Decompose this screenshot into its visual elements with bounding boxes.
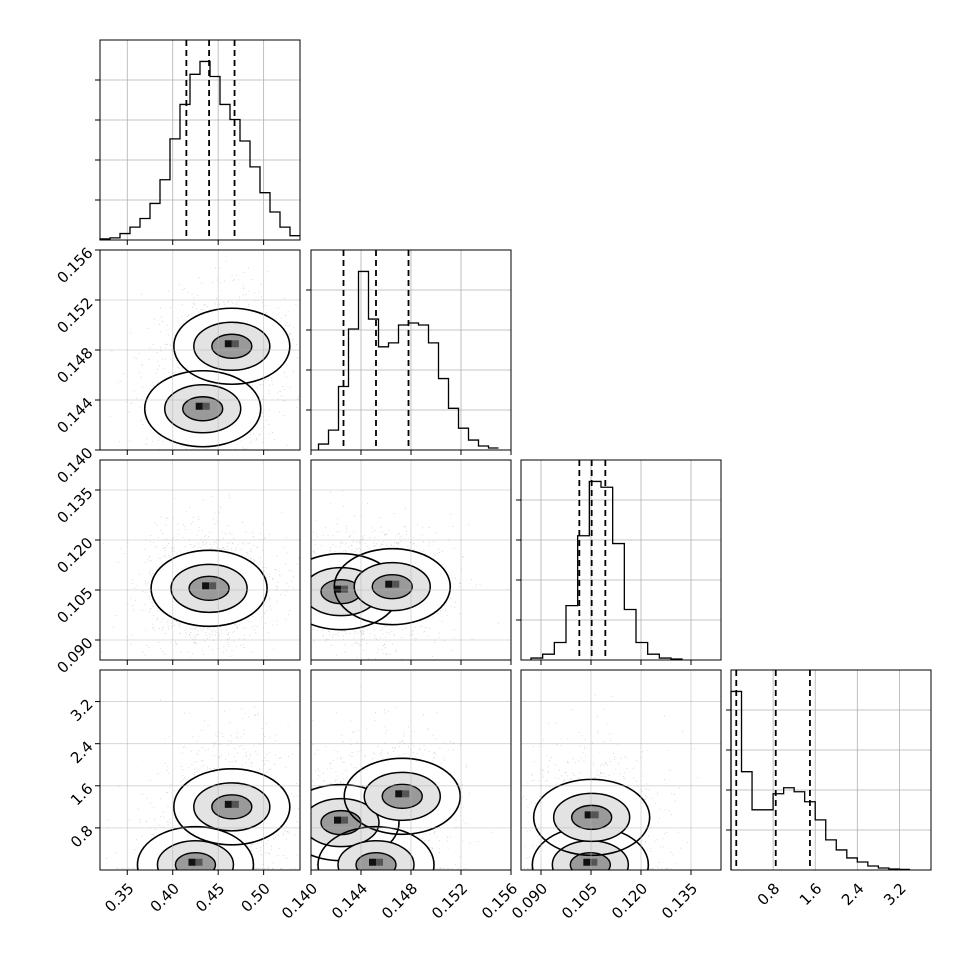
contour-outer	[173, 768, 291, 846]
x-tick-label: 0.40	[147, 880, 183, 916]
density-peak	[231, 340, 239, 348]
contour-outer	[150, 549, 268, 628]
x-tick-label: 0.35	[101, 880, 137, 916]
x-tick-label: 0.140	[278, 880, 321, 923]
panel-frame	[99, 669, 301, 871]
density-peak	[209, 582, 217, 590]
density-peak	[341, 816, 348, 824]
density-peak	[590, 858, 598, 866]
density-peak	[334, 585, 341, 593]
x-tick-label: 3.2	[880, 880, 910, 910]
histogram-step	[99, 60, 300, 240]
y-tick-label: 0.144	[53, 394, 96, 437]
x-tick-label: 2.4	[838, 880, 868, 910]
density-peak	[341, 585, 348, 593]
contour-outer	[317, 825, 435, 870]
panel-frame	[520, 459, 722, 661]
x-tick-label: 0.135	[658, 880, 701, 923]
x-tick-label: 0.8	[754, 880, 784, 910]
density-peak	[591, 811, 599, 819]
x-tick-label: 0.148	[378, 880, 421, 923]
hist-background	[521, 460, 721, 660]
density-peak	[202, 582, 210, 590]
histogram-step	[530, 480, 683, 660]
density-peak	[392, 580, 400, 588]
joint-panel-1-3	[310, 669, 512, 875]
y-tick-label: 0.090	[53, 634, 96, 677]
hist-panel-2	[516, 459, 722, 665]
joint-panel-2-3	[520, 669, 722, 875]
y-tick-label: 0.135	[53, 484, 96, 527]
joint-content	[311, 685, 495, 870]
density-peak	[195, 858, 203, 866]
y-tick-label: 0.140	[53, 444, 96, 487]
contour-outer	[532, 778, 651, 857]
panel-frame	[99, 39, 301, 241]
y-tick-label: 0.120	[53, 534, 96, 577]
y-tick-label: 3.2	[67, 695, 97, 725]
y-tick-label: 2.4	[67, 737, 97, 767]
joint-panel-0-2	[95, 459, 301, 665]
y-tick-label: 1.6	[67, 780, 97, 810]
density-peak	[369, 858, 376, 866]
density-peak	[395, 790, 403, 798]
density-peak	[334, 816, 341, 824]
x-tick-label: 1.6	[796, 880, 826, 910]
density-peak	[385, 580, 393, 588]
joint-content	[106, 698, 300, 870]
y-tick-label: 0.156	[53, 244, 96, 287]
y-tick-label: 0.152	[53, 294, 96, 337]
density-peak	[583, 858, 591, 866]
x-tick-label: 0.45	[192, 880, 228, 916]
y-tick-label: 0.105	[53, 584, 96, 627]
density-peak	[402, 790, 410, 798]
panel-frame	[730, 669, 932, 871]
joint-panel-1-2	[310, 459, 512, 665]
density-peak	[202, 402, 210, 410]
hist-background	[731, 670, 931, 870]
density-peak	[188, 858, 196, 866]
x-tick-label: 0.144	[328, 880, 371, 923]
hist-panel-1	[306, 249, 512, 455]
density-peak	[584, 811, 592, 819]
x-tick-label: 0.152	[428, 880, 471, 923]
density-peak	[224, 800, 232, 808]
hist-panel-0	[95, 39, 301, 245]
joint-panel-0-1	[95, 249, 301, 455]
joint-panel-0-3	[95, 669, 301, 875]
density-peak	[224, 340, 232, 348]
y-tick-label: 0.8	[67, 822, 97, 852]
x-tick-label: 0.120	[608, 880, 651, 923]
scatter-points	[100, 494, 300, 660]
contour-outer	[136, 825, 255, 870]
joint-content	[100, 494, 300, 660]
contour-outer	[173, 307, 291, 386]
x-tick-label: 0.105	[558, 880, 601, 923]
density-peak	[231, 800, 239, 808]
x-tick-label: 0.50	[238, 880, 274, 916]
joint-content	[521, 694, 699, 870]
contour-outer	[333, 547, 452, 626]
joint-content	[110, 260, 300, 450]
contour-outer	[343, 757, 462, 836]
contour-outer	[143, 369, 262, 448]
y-tick-label: 0.148	[53, 344, 96, 387]
panel-frame	[520, 669, 722, 871]
density-peak	[195, 402, 203, 410]
panel-frame	[99, 459, 301, 661]
histogram-step	[730, 690, 910, 871]
hist-panel-3	[726, 669, 932, 871]
density-peak	[376, 858, 383, 866]
